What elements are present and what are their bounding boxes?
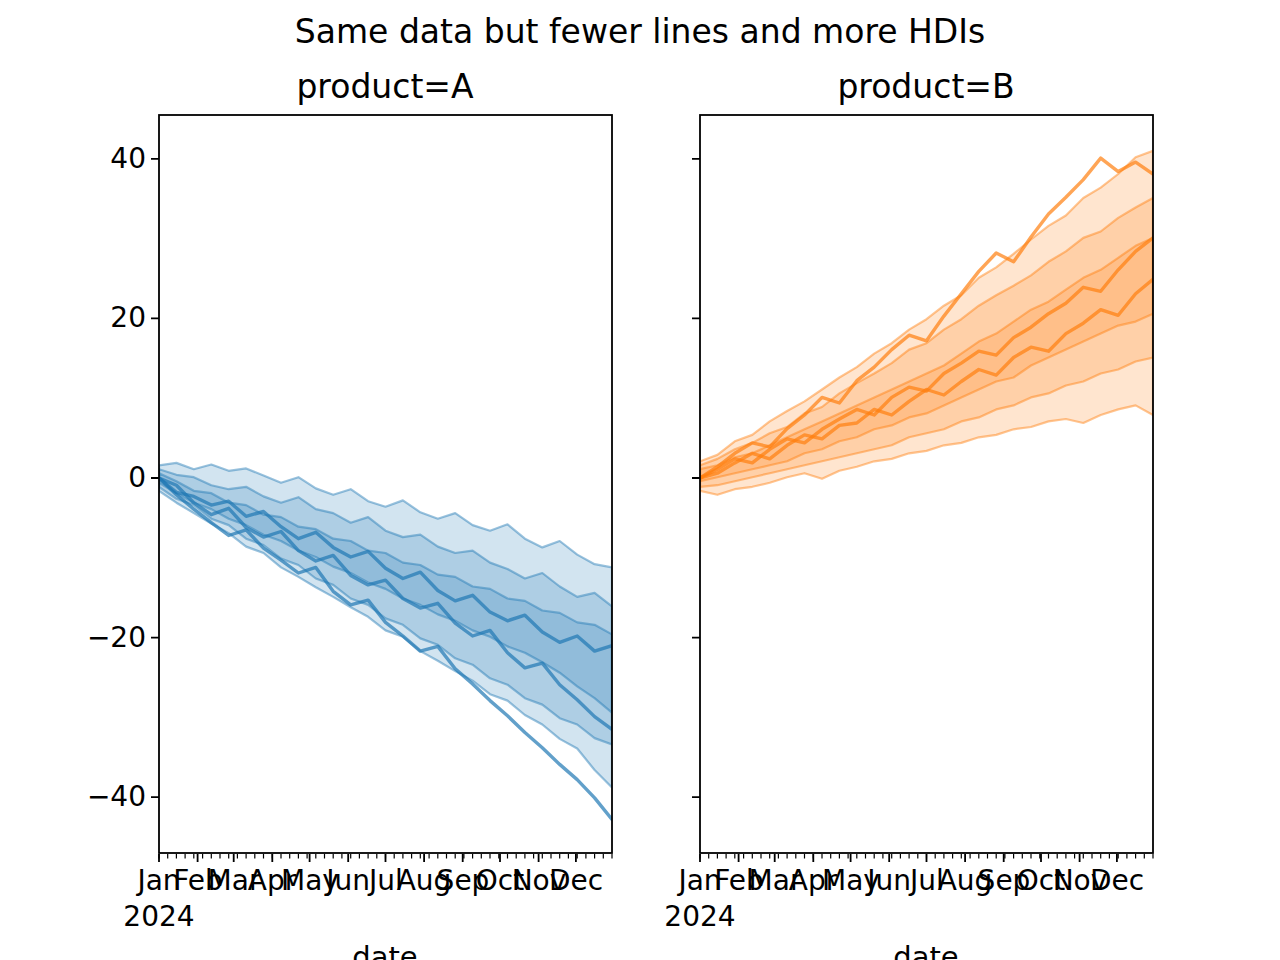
x-axis-year-offset-b: 2024 xyxy=(630,901,770,933)
x-major-ticks xyxy=(700,854,1117,862)
panel-data-0 xyxy=(159,463,612,820)
panel-data-1 xyxy=(700,151,1153,495)
y-tick-label: 0 xyxy=(56,462,146,494)
chart-canvas xyxy=(0,0,1280,960)
y-major-ticks xyxy=(692,159,700,797)
x-major-ticks xyxy=(159,854,576,862)
x-minor-ticks xyxy=(159,854,612,859)
x-minor-ticks xyxy=(700,854,1153,859)
y-tick-label: 20 xyxy=(56,302,146,334)
y-tick-label: 40 xyxy=(56,143,146,175)
y-tick-label: −40 xyxy=(56,781,146,813)
x-axis-label-b: date xyxy=(846,940,1006,960)
x-axis-label-a: date xyxy=(305,940,465,960)
x-tick-label: Dec xyxy=(531,866,621,896)
x-axis-year-offset-a: 2024 xyxy=(89,901,229,933)
x-tick-label: Dec xyxy=(1072,866,1162,896)
figure: Same data but fewer lines and more HDIs … xyxy=(0,0,1280,960)
y-tick-label: −20 xyxy=(56,622,146,654)
y-major-ticks xyxy=(151,159,159,797)
